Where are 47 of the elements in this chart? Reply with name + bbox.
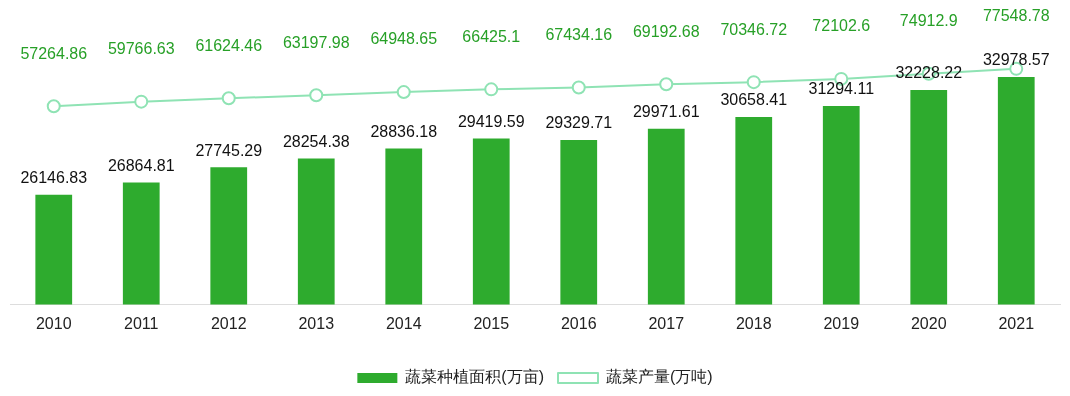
point [571, 80, 586, 95]
x-tick-label: 2019 [823, 315, 860, 333]
point [46, 99, 61, 114]
x-tick-label: 2014 [385, 315, 422, 333]
data-label: 29971.61 [632, 103, 700, 121]
data-label: 27745.29 [195, 141, 263, 159]
data-label: 31294.11 [808, 80, 875, 98]
data-label: 28836.18 [370, 122, 438, 140]
x-tick-label: 2010 [35, 315, 72, 333]
x-tick-label: 2015 [473, 315, 510, 333]
data-label: 26864.81 [107, 156, 175, 174]
legend-label: 蔬菜种植面积(万亩) [405, 368, 544, 386]
data-label: 28254.38 [282, 132, 350, 150]
x-tick-label: 2017 [648, 315, 685, 333]
data-label: 72102.6 [812, 17, 871, 35]
data-label: 63197.98 [282, 33, 350, 51]
data-label: 26146.83 [20, 169, 88, 187]
x-tick-label: 2013 [298, 315, 335, 333]
data-label: 32228.22 [895, 64, 963, 82]
data-label: 32978.57 [982, 51, 1050, 69]
data-label: 70346.72 [720, 20, 788, 38]
data-label: 57264.86 [20, 44, 88, 62]
x-tick-label: 2018 [735, 315, 772, 333]
point [484, 82, 499, 97]
data-label: 29329.71 [545, 114, 613, 132]
data-label: 74912.9 [899, 12, 958, 30]
data-label: 77548.78 [982, 7, 1050, 25]
data-label: 61624.46 [195, 36, 263, 54]
data-label: 66425.1 [462, 27, 521, 45]
x-tick-label: 2012 [210, 315, 247, 333]
data-label: 29419.59 [457, 112, 525, 130]
data-label: 69192.68 [632, 22, 700, 40]
point [746, 75, 761, 90]
point [396, 85, 411, 100]
data-label: 67434.16 [545, 25, 613, 43]
x-tick-label: 2021 [998, 315, 1035, 333]
point [221, 91, 236, 106]
point [309, 88, 324, 103]
x-tick-label: 2016 [560, 315, 597, 333]
legend-label: 蔬菜产量(万吨) [606, 368, 713, 386]
x-tick-label: 2011 [124, 315, 159, 333]
x-tick-label: 2020 [910, 315, 947, 333]
data-label: 30658.41 [720, 91, 788, 109]
data-label: 64948.65 [370, 30, 438, 48]
point [659, 77, 674, 92]
data-label: 59766.63 [107, 40, 175, 58]
point [134, 94, 149, 109]
